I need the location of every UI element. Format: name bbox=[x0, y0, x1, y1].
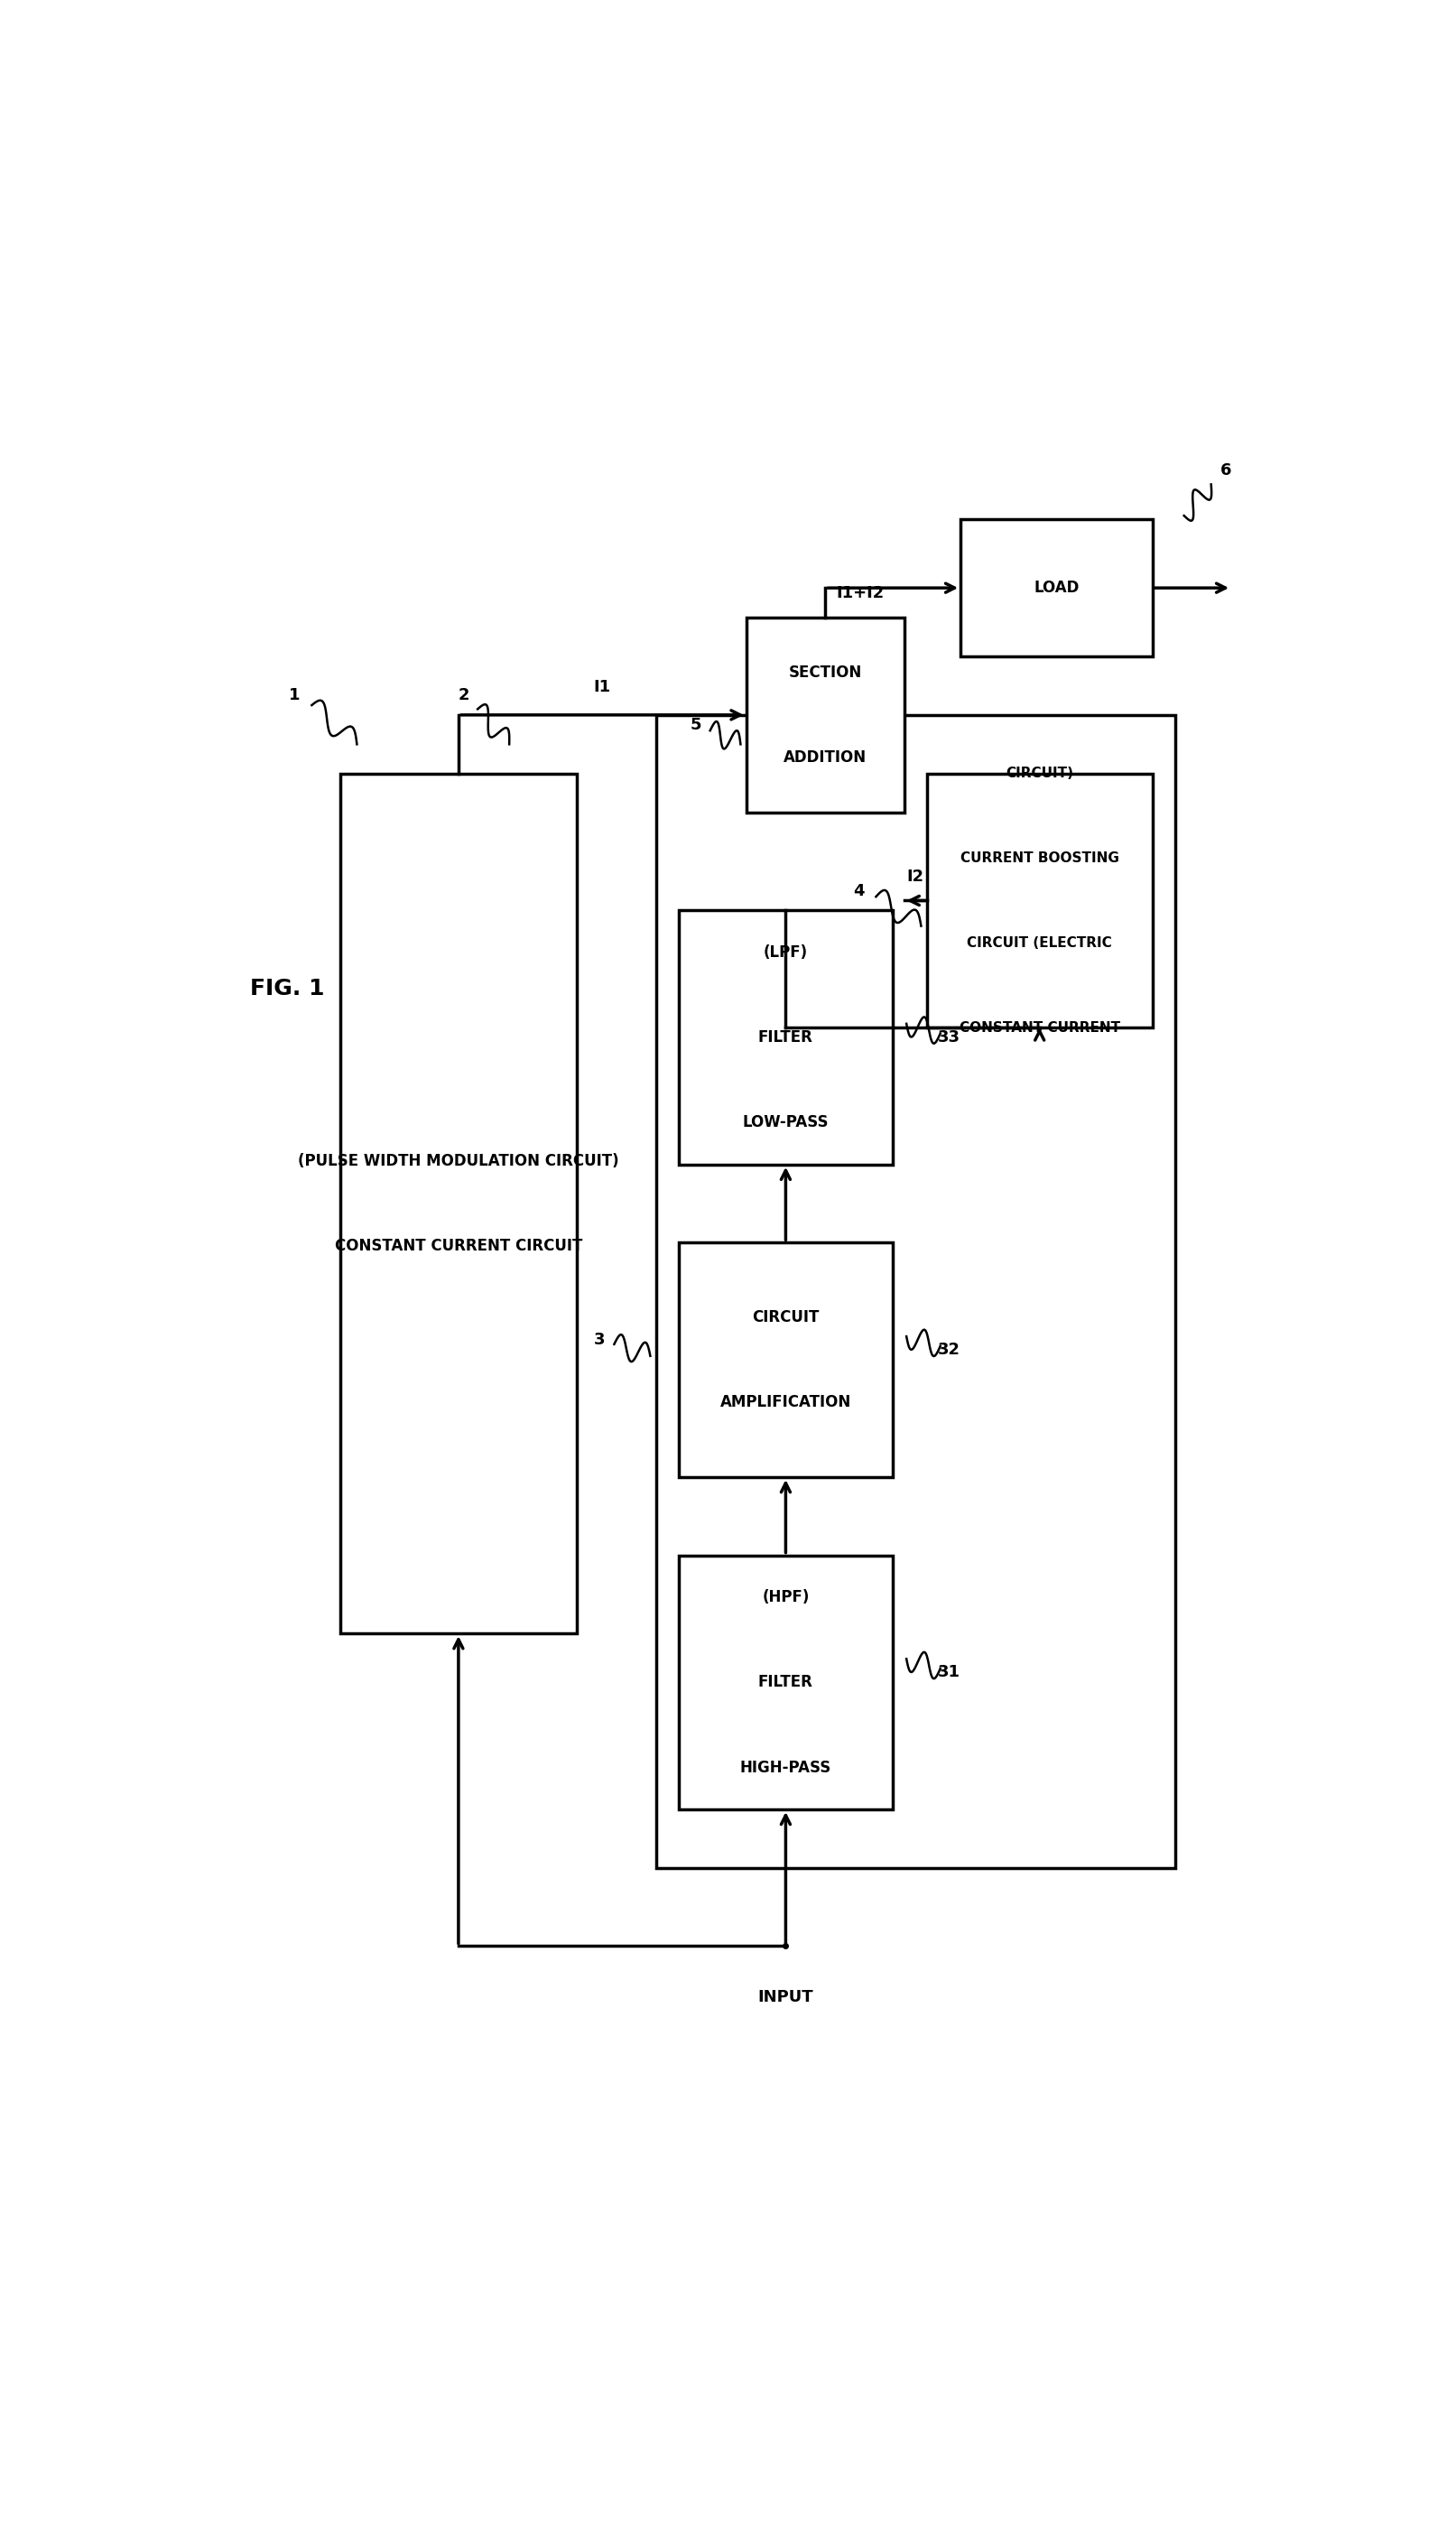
Text: (LPF): (LPF) bbox=[763, 944, 808, 959]
Text: 3: 3 bbox=[594, 1332, 606, 1348]
Bar bbox=[678, 911, 893, 1165]
Text: 31: 31 bbox=[938, 1665, 961, 1680]
Text: SECTION: SECTION bbox=[789, 665, 862, 680]
Bar bbox=[961, 520, 1153, 657]
Text: I1+I2: I1+I2 bbox=[836, 586, 885, 602]
Text: CONSTANT CURRENT CIRCUIT: CONSTANT CURRENT CIRCUIT bbox=[335, 1239, 582, 1254]
Text: LOAD: LOAD bbox=[1034, 579, 1079, 596]
Text: 6: 6 bbox=[1220, 462, 1232, 480]
Text: 32: 32 bbox=[938, 1343, 961, 1358]
Text: 1: 1 bbox=[290, 688, 300, 703]
Text: ADDITION: ADDITION bbox=[783, 749, 866, 766]
Text: 2: 2 bbox=[459, 688, 470, 703]
Text: FILTER: FILTER bbox=[759, 1675, 812, 1690]
Text: AMPLIFICATION: AMPLIFICATION bbox=[721, 1393, 852, 1411]
Text: INPUT: INPUT bbox=[759, 1990, 814, 2005]
Bar bbox=[341, 774, 577, 1634]
Text: CURRENT BOOSTING: CURRENT BOOSTING bbox=[960, 850, 1120, 865]
Text: CONSTANT CURRENT: CONSTANT CURRENT bbox=[960, 1023, 1120, 1036]
Text: FIG. 1: FIG. 1 bbox=[250, 977, 325, 1000]
Text: (HPF): (HPF) bbox=[761, 1589, 810, 1607]
Text: I2: I2 bbox=[907, 868, 925, 886]
Text: 33: 33 bbox=[938, 1030, 961, 1046]
Bar bbox=[678, 1556, 893, 1810]
Text: HIGH-PASS: HIGH-PASS bbox=[740, 1759, 831, 1777]
Text: I1: I1 bbox=[594, 680, 612, 695]
Text: 4: 4 bbox=[853, 883, 865, 898]
Text: 5: 5 bbox=[690, 716, 700, 733]
Text: FILTER: FILTER bbox=[759, 1030, 812, 1046]
Text: (PULSE WIDTH MODULATION CIRCUIT): (PULSE WIDTH MODULATION CIRCUIT) bbox=[298, 1152, 619, 1170]
Bar bbox=[745, 617, 904, 812]
Bar bbox=[678, 1244, 893, 1477]
Text: CIRCUIT: CIRCUIT bbox=[753, 1310, 820, 1325]
Bar bbox=[655, 716, 1175, 1868]
Text: CIRCUIT): CIRCUIT) bbox=[1006, 766, 1073, 779]
Bar bbox=[927, 774, 1153, 1028]
Text: CIRCUIT (ELECTRIC: CIRCUIT (ELECTRIC bbox=[967, 937, 1112, 949]
Text: LOW-PASS: LOW-PASS bbox=[743, 1114, 828, 1129]
